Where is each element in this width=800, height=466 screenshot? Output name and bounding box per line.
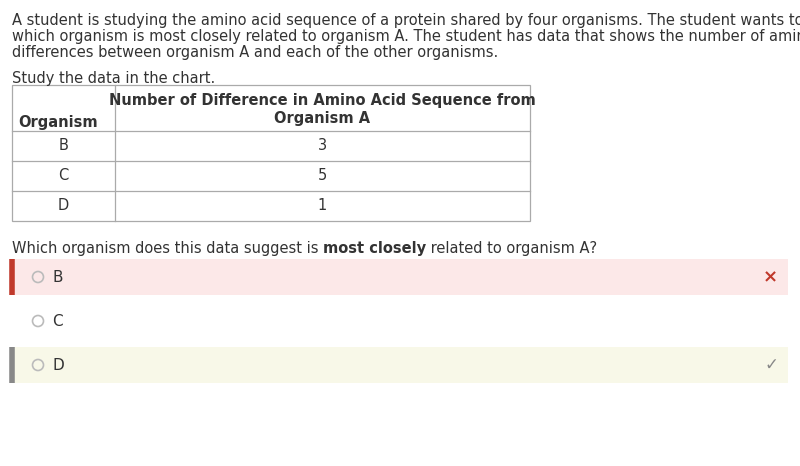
Bar bbox=[12, 347, 788, 383]
Text: ×: × bbox=[763, 268, 778, 286]
FancyBboxPatch shape bbox=[12, 85, 530, 221]
Text: Number of Difference in Amino Acid Sequence from: Number of Difference in Amino Acid Seque… bbox=[109, 93, 536, 108]
Text: most closely: most closely bbox=[323, 241, 426, 256]
Text: differences between organism A and each of the other organisms.: differences between organism A and each … bbox=[12, 45, 498, 60]
Text: 5: 5 bbox=[318, 169, 327, 184]
Text: C: C bbox=[52, 314, 62, 329]
Text: Which organism does this data suggest is: Which organism does this data suggest is bbox=[12, 241, 323, 256]
Text: which organism is most closely related to organism A. The student has data that : which organism is most closely related t… bbox=[12, 29, 800, 44]
Text: Organism A: Organism A bbox=[274, 110, 370, 126]
Text: D: D bbox=[52, 357, 64, 372]
Text: B: B bbox=[58, 138, 69, 153]
Text: related to organism A?: related to organism A? bbox=[426, 241, 598, 256]
Bar bbox=[12, 303, 788, 339]
Text: 3: 3 bbox=[318, 138, 327, 153]
Text: D: D bbox=[58, 199, 69, 213]
Text: Study the data in the chart.: Study the data in the chart. bbox=[12, 71, 215, 86]
Text: C: C bbox=[58, 169, 69, 184]
Text: Organism: Organism bbox=[18, 116, 98, 130]
Bar bbox=[12, 259, 788, 295]
Text: B: B bbox=[52, 269, 62, 285]
Text: ✓: ✓ bbox=[764, 356, 778, 374]
Text: 1: 1 bbox=[318, 199, 327, 213]
Text: A student is studying the amino acid sequence of a protein shared by four organi: A student is studying the amino acid seq… bbox=[12, 13, 800, 28]
